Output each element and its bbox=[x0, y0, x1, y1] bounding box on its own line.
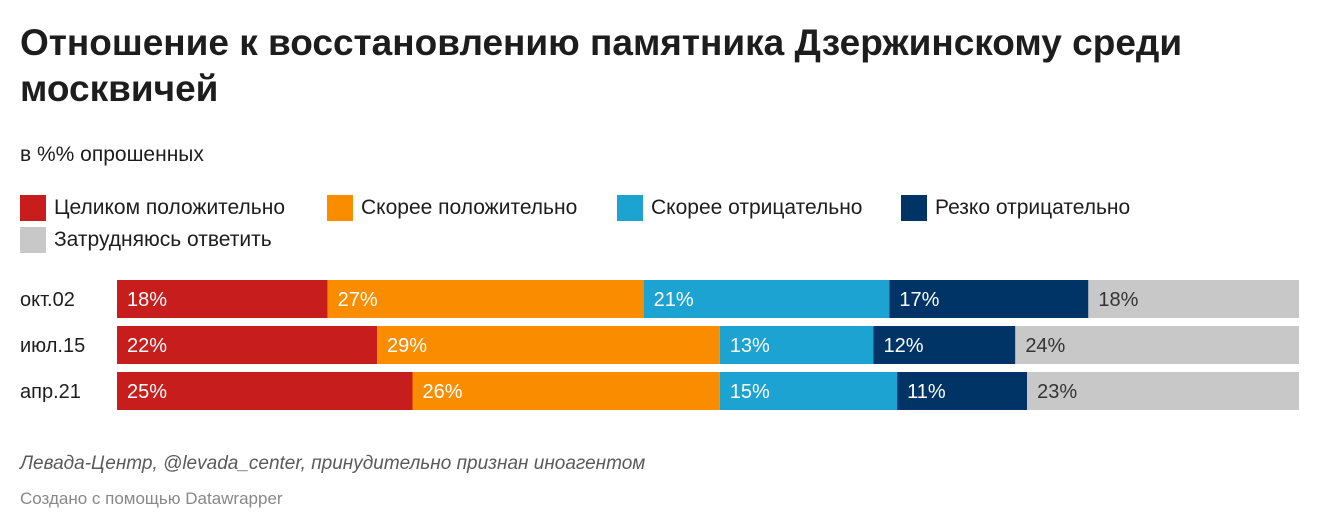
legend-swatch bbox=[617, 195, 643, 221]
legend-item: Целиком положительно bbox=[20, 195, 285, 221]
data-label: 21% bbox=[654, 289, 694, 311]
category-label: окт.02 bbox=[20, 289, 75, 311]
bar-segment bbox=[117, 280, 328, 318]
legend-label: Целиком положительно bbox=[54, 196, 286, 219]
bar-segment bbox=[1027, 372, 1299, 410]
data-label: 12% bbox=[883, 335, 923, 357]
bar-segment bbox=[719, 372, 898, 410]
legend-item: Скорее отрицательно bbox=[617, 195, 862, 221]
bar-segment bbox=[889, 280, 1089, 318]
bar-segment bbox=[1088, 280, 1299, 318]
stacked-bar-chart: окт.02 18% 27% 21% 17% 18% июл.15 22% 29% 13% 12% 2… bbox=[20, 280, 1299, 410]
data-label: 17% bbox=[899, 289, 939, 311]
legend-label: Скорее отрицательно bbox=[651, 196, 863, 219]
legend-swatch bbox=[20, 227, 46, 253]
bar-segment bbox=[897, 372, 1028, 410]
bar-segment bbox=[1015, 326, 1299, 364]
bar-segment bbox=[719, 326, 874, 364]
data-label: 11% bbox=[907, 381, 946, 403]
legend-swatch bbox=[901, 195, 927, 221]
data-label: 22% bbox=[127, 335, 167, 357]
data-label: 15% bbox=[730, 381, 770, 403]
legend-label: Скорее положительно bbox=[361, 196, 578, 219]
category-label: апр.21 bbox=[20, 381, 81, 403]
bar-segment bbox=[117, 372, 413, 410]
data-label: 24% bbox=[1025, 335, 1065, 357]
chart-credit: Создано с помощью Datawrapper bbox=[20, 489, 283, 508]
data-label: 23% bbox=[1037, 381, 1077, 403]
data-label: 18% bbox=[127, 289, 167, 311]
bar-segment bbox=[117, 326, 378, 364]
data-label: 26% bbox=[423, 381, 463, 403]
legend-label: Резко отрицательно bbox=[935, 196, 1131, 219]
chart-source: Левада-Центр, @levada_center, принудител… bbox=[20, 453, 646, 474]
bar-segment bbox=[643, 280, 890, 318]
data-label: 13% bbox=[730, 335, 770, 357]
data-label: 29% bbox=[387, 335, 427, 357]
chart-title: Отношение к восстановлению памятника Дзе… bbox=[20, 22, 1183, 109]
data-label: 25% bbox=[127, 381, 167, 403]
data-label: 18% bbox=[1098, 289, 1138, 311]
legend-label: Затрудняюсь ответить bbox=[54, 228, 272, 251]
bar-segment bbox=[327, 280, 644, 318]
legend-swatch bbox=[20, 195, 46, 221]
legend-item: Затрудняюсь ответить bbox=[20, 227, 272, 253]
bar-segment bbox=[377, 326, 720, 364]
legend-item: Скорее положительно bbox=[327, 195, 577, 221]
bar-segment bbox=[873, 326, 1016, 364]
bar-segment bbox=[412, 372, 720, 410]
legend-item: Резко отрицательно bbox=[901, 195, 1130, 221]
data-label: 27% bbox=[338, 289, 378, 311]
category-label: июл.15 bbox=[20, 335, 85, 357]
legend-swatch bbox=[327, 195, 353, 221]
chart-subtitle: в %% опрошенных bbox=[20, 143, 204, 166]
